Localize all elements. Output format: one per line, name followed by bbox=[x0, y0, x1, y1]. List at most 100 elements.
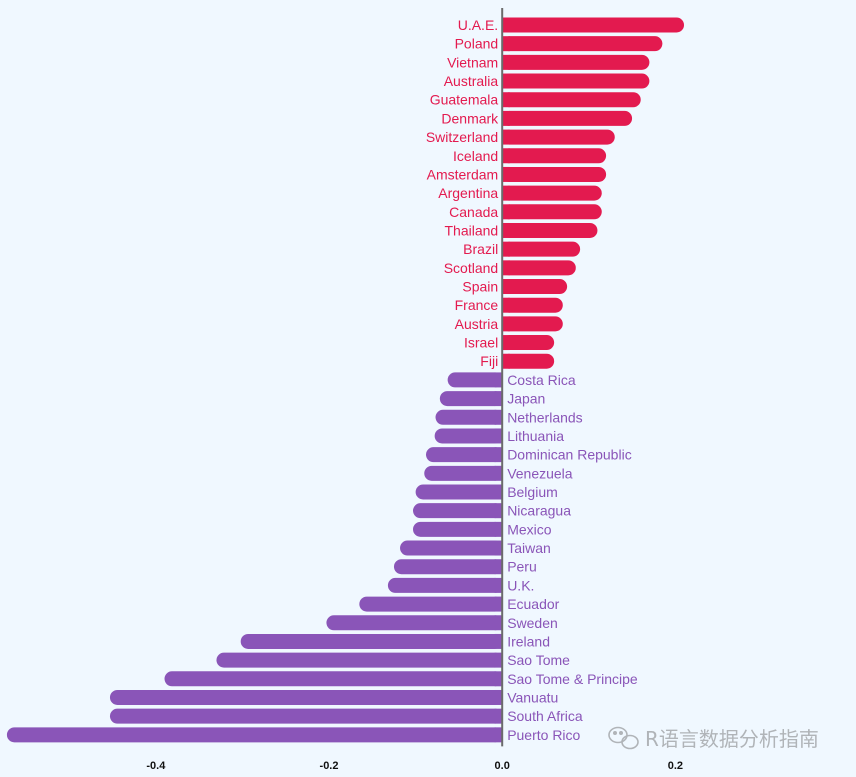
wechat-icon bbox=[608, 726, 639, 750]
bar-base bbox=[494, 689, 503, 705]
bar-base bbox=[494, 391, 503, 407]
category-label: Poland bbox=[455, 36, 499, 52]
bar-base bbox=[494, 559, 503, 575]
bar-sao-tome bbox=[216, 652, 503, 668]
bar-base bbox=[502, 148, 510, 164]
category-label: Venezuela bbox=[507, 465, 573, 481]
bar-base bbox=[494, 540, 503, 556]
category-label: Sweden bbox=[507, 615, 558, 631]
bar-base bbox=[502, 316, 510, 332]
category-label: Costa Rica bbox=[507, 372, 576, 388]
bar-base bbox=[494, 503, 503, 519]
bar-israel bbox=[502, 335, 555, 351]
bar-base bbox=[502, 166, 510, 182]
watermark-text: R语言数据分析指南 bbox=[645, 727, 819, 751]
bar-south-africa bbox=[109, 708, 503, 724]
category-label: Lithuania bbox=[507, 428, 564, 444]
bar-base bbox=[494, 372, 503, 388]
bar-base bbox=[494, 615, 503, 631]
bar-scotland bbox=[502, 260, 576, 276]
category-label: U.K. bbox=[507, 577, 534, 593]
bar-base bbox=[502, 297, 510, 313]
category-label: Spain bbox=[462, 279, 498, 295]
bar-lithuania bbox=[434, 428, 503, 444]
bar-brazil bbox=[502, 241, 581, 257]
category-label: Nicaragua bbox=[507, 503, 571, 519]
bar-ecuador bbox=[359, 596, 503, 612]
category-label: Argentina bbox=[438, 185, 498, 201]
bar-base bbox=[494, 428, 503, 444]
bar-venezuela bbox=[424, 465, 503, 481]
bar-base bbox=[502, 260, 510, 276]
bar-belgium bbox=[415, 484, 503, 500]
bar-thailand bbox=[502, 222, 598, 238]
bar-base bbox=[502, 92, 510, 108]
category-label: Switzerland bbox=[426, 129, 498, 145]
bar-base bbox=[494, 465, 503, 481]
bar-u-a-e- bbox=[502, 17, 685, 33]
bar-mexico bbox=[413, 521, 503, 537]
category-label: France bbox=[455, 297, 499, 313]
category-label: Australia bbox=[444, 73, 499, 89]
bar-spain bbox=[502, 279, 568, 295]
bar-costa-rica bbox=[447, 372, 503, 388]
category-label: Denmark bbox=[441, 110, 499, 126]
category-label: Vanuatu bbox=[507, 689, 558, 705]
bar-base bbox=[502, 204, 510, 220]
bar-peru bbox=[393, 559, 503, 575]
x-axis-ticks: -0.4 -0.2 0.0 0.2 bbox=[146, 760, 683, 772]
bar-france bbox=[502, 297, 563, 313]
category-labels: U.A.E. Poland Vietnam Australia Guatemala Den… bbox=[426, 17, 638, 743]
bar-austria bbox=[502, 316, 563, 332]
bar-base bbox=[494, 521, 503, 537]
category-label: Amsterdam bbox=[427, 166, 499, 182]
bar-base bbox=[494, 484, 503, 500]
category-label: South Africa bbox=[507, 708, 583, 724]
bar-base bbox=[502, 73, 510, 89]
x-tick-label: 0.2 bbox=[668, 760, 683, 772]
bar-puerto-rico bbox=[6, 727, 503, 743]
bar-base bbox=[494, 652, 503, 668]
category-label: Guatemala bbox=[430, 92, 499, 108]
category-label: Canada bbox=[449, 204, 498, 220]
x-tick-label: -0.4 bbox=[146, 760, 166, 772]
bar-base bbox=[502, 185, 510, 201]
bar-base bbox=[494, 577, 503, 593]
bar-base bbox=[494, 671, 503, 687]
bar-base bbox=[502, 129, 510, 145]
bar-switzerland bbox=[502, 129, 615, 145]
category-label: Fiji bbox=[480, 353, 498, 369]
category-label: Thailand bbox=[444, 222, 498, 238]
bar-u-k- bbox=[387, 577, 503, 593]
category-label: Sao Tome & Principe bbox=[507, 671, 638, 687]
bar-base bbox=[502, 279, 510, 295]
bar-fiji bbox=[502, 353, 555, 369]
bar-vanuatu bbox=[109, 689, 503, 705]
bar-base bbox=[502, 335, 510, 351]
bar-base bbox=[494, 727, 503, 743]
category-label: Sao Tome bbox=[507, 652, 570, 668]
category-label: Austria bbox=[455, 316, 499, 332]
bar-ireland bbox=[240, 633, 503, 649]
category-label: Belgium bbox=[507, 484, 558, 500]
category-label: Israel bbox=[464, 335, 498, 351]
bar-base bbox=[502, 222, 510, 238]
bar-sweden bbox=[326, 615, 503, 631]
bar-base bbox=[494, 596, 503, 612]
bar-base bbox=[502, 17, 510, 33]
bar-sao-tome-principe bbox=[164, 671, 503, 687]
category-label: Iceland bbox=[453, 148, 498, 164]
category-label: Ireland bbox=[507, 633, 550, 649]
bar-guatemala bbox=[502, 92, 641, 108]
category-label: Dominican Republic bbox=[507, 447, 632, 463]
bar-vietnam bbox=[502, 54, 650, 70]
bar-denmark bbox=[502, 110, 633, 126]
bar-base bbox=[502, 241, 510, 257]
bars-group bbox=[6, 17, 685, 743]
bar-base bbox=[494, 409, 503, 425]
bar-base bbox=[502, 110, 510, 126]
category-label: Netherlands bbox=[507, 409, 583, 425]
category-label: Peru bbox=[507, 559, 537, 575]
watermark: R语言数据分析指南 bbox=[608, 726, 819, 751]
